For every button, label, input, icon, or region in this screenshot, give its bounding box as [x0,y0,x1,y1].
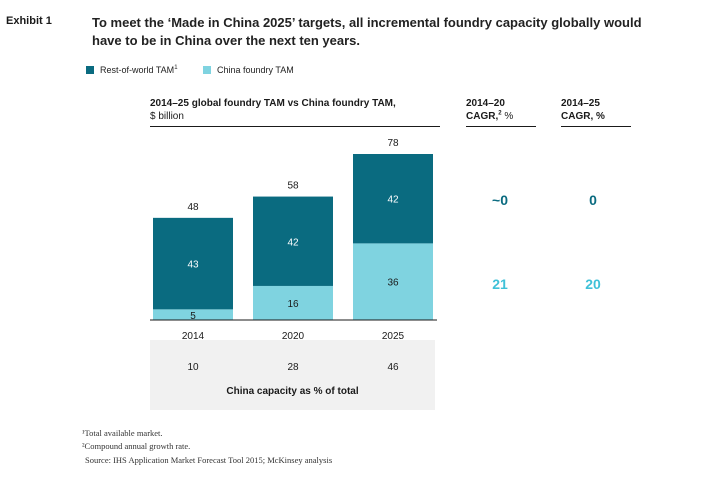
cagr-header-2014-20-period: 2014–20 [466,98,505,109]
stacked-bar-chart: 5 43 48 2014 16 42 58 2020 36 42 78 2025 [150,138,437,340]
china-capacity-2020: 28 [287,362,299,373]
bar-total-2025: 78 [387,138,399,149]
cagr-header-2014-20-rule [466,126,536,127]
legend-rest-of-world: Rest-of-world TAM1 [86,65,178,75]
china-capacity-panel [150,340,435,410]
chart-title: 2014–25 global foundry TAM vs China foun… [150,97,440,123]
bar-label-china-2025: 36 [387,278,399,289]
bar-label-rest-of-world-2020: 42 [287,237,299,248]
footnote-tam: ¹Total available market. [82,428,163,438]
footnote-cagr: ²Compound annual growth rate. [82,441,191,451]
bar-label-china-2014: 5 [190,311,196,322]
exhibit-label: Exhibit 1 [6,15,52,27]
cagr-header-2014-25-label: CAGR, % [561,111,605,122]
bar-china-2014 [153,309,233,320]
cagr-rest-of-world-2014-20: ~0 [492,192,508,208]
footnote-source: Source: IHS Application Market Forecast … [85,455,333,465]
china-capacity-label: China capacity as % of total [226,386,359,397]
cagr-header-2014-20-label: CAGR,2 % [466,110,514,122]
bar-china-2025 [353,243,433,320]
headline: To meet the ‘Made in China 2025’ targets… [92,15,642,48]
x-tick-2025: 2025 [382,331,405,340]
bar-rest-of-world-2014 [153,217,233,310]
x-tick-2014: 2014 [182,331,205,340]
bar-label-rest-of-world-2014: 43 [187,260,199,271]
legend-china: China foundry TAM [203,65,294,75]
cagr-china-2014-25: 20 [585,276,601,292]
legend-label-rest-of-world: Rest-of-world TAM1 [100,65,178,75]
legend-label-china: China foundry TAM [217,65,294,75]
china-capacity-2025: 46 [387,362,399,373]
cagr-header-2014-25-period: 2014–25 [561,98,600,109]
chart-title-main: 2014–25 global foundry TAM vs China foun… [150,98,396,109]
bar-rest-of-world-2025 [353,154,433,244]
cagr-china-2014-20: 21 [492,276,508,292]
chart-title-rule [150,126,440,127]
bar-rest-of-world-2020 [253,196,333,286]
cagr-rest-of-world-2014-25: 0 [589,192,597,208]
legend-swatch-china [203,66,211,74]
legend-swatch-rest-of-world [86,66,94,74]
x-tick-2020: 2020 [282,331,305,340]
bar-china-2020 [253,285,333,320]
bar-total-2020: 58 [287,181,299,192]
china-capacity-2014: 10 [187,362,199,373]
cagr-header-2014-25: 2014–25 CAGR, % [561,97,605,123]
bar-label-rest-of-world-2025: 42 [387,195,399,206]
bar-total-2014: 48 [187,202,199,213]
chart-title-unit: $ billion [150,111,184,122]
cagr-header-2014-20: 2014–20 CAGR,2 % [466,97,513,123]
bar-label-china-2020: 16 [287,299,299,310]
cagr-header-2014-25-rule [561,126,631,127]
